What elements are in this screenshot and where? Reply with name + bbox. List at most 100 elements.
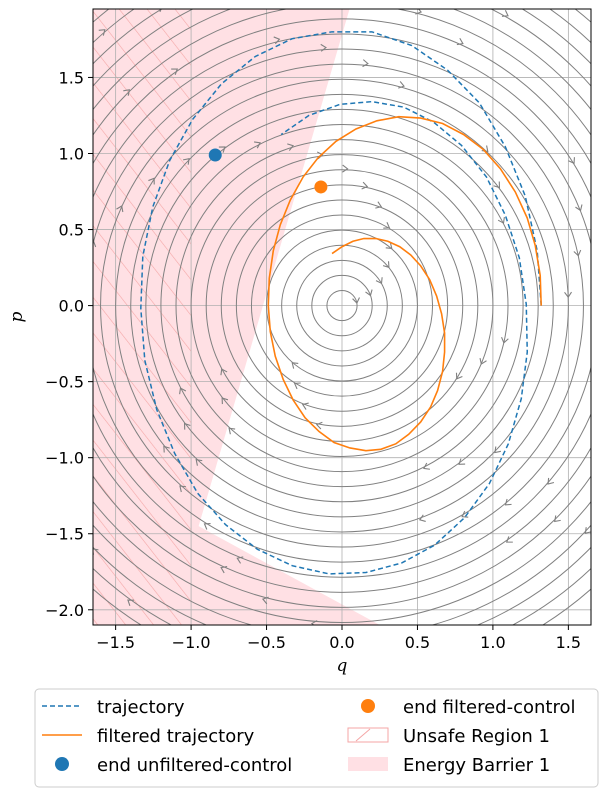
streamline-arrow <box>123 89 130 96</box>
vector-field-streamlines <box>0 9 606 668</box>
streamline-arrow <box>163 445 170 453</box>
streamline-arrow <box>547 477 555 485</box>
streamline-arrow <box>68 494 74 500</box>
streamline-arrow <box>183 422 191 430</box>
streamline-arrow <box>365 289 373 297</box>
streamline-arrow <box>375 650 380 657</box>
streamline <box>296 259 388 352</box>
plot-area <box>0 8 606 668</box>
y-axis-label: p <box>7 311 27 322</box>
streamline <box>205 169 479 442</box>
streamline-arrow <box>127 599 135 606</box>
streamline-arrow <box>116 205 124 213</box>
streamline-arrow <box>220 566 228 574</box>
streamline-arrow <box>497 216 505 224</box>
streamline-arrow <box>375 201 383 209</box>
streamline-arrow <box>316 151 324 160</box>
y-tick-label: 1.0 <box>59 144 84 163</box>
streamline-arrow <box>236 556 244 564</box>
streamline-arrow <box>494 446 501 454</box>
legend-unsafe-region-label: Unsafe Region 1 <box>403 726 550 747</box>
streamline <box>160 124 524 488</box>
streamline-arrow <box>317 636 322 643</box>
streamline-arrow <box>573 249 582 257</box>
legend-end-filtered-swatch <box>361 699 375 713</box>
x-axis-ticks: −1.5 −1.0 −0.5 0.0 0.5 1.0 1.5 <box>96 625 581 652</box>
x-tick-label: 0.0 <box>329 633 354 652</box>
streamline-arrow <box>179 485 187 493</box>
x-tick-label: −1.0 <box>172 633 211 652</box>
streamline-arrow <box>462 661 468 668</box>
streamline-arrow <box>564 291 572 299</box>
streamline-arrow <box>504 498 512 506</box>
streamline-arrow <box>273 36 281 45</box>
streamline-arrow <box>53 438 59 444</box>
streamline <box>100 63 584 548</box>
streamline-arrow <box>78 120 84 126</box>
legend-energy-barrier-swatch <box>348 757 388 771</box>
streamline-arrow <box>423 462 431 470</box>
streamline-arrow <box>183 157 190 165</box>
streamline-arrow <box>568 157 575 165</box>
streamline <box>115 78 569 533</box>
y-tick-label: −2.0 <box>45 601 84 620</box>
streamline-arrow <box>179 387 187 395</box>
streamline <box>93 18 591 593</box>
streamline <box>266 229 418 382</box>
streamline-arrow <box>0 261 1 266</box>
streamline <box>281 244 403 367</box>
streamline <box>93 9 591 623</box>
legend-end-unfiltered-swatch <box>55 757 69 771</box>
streamline-arrow <box>501 336 509 344</box>
streamline-arrow <box>220 368 228 376</box>
legend-end-filtered-label: end filtered-control <box>403 697 576 718</box>
streamline-arrow <box>98 29 106 36</box>
streamline-arrow <box>479 357 487 365</box>
y-tick-label: 0.5 <box>59 221 84 240</box>
streamline-arrow <box>361 181 369 190</box>
legend-end-unfiltered-label: end unfiltered-control <box>97 755 292 776</box>
streamline-arrow <box>461 510 469 518</box>
streamline <box>130 93 554 518</box>
y-tick-label: −1.5 <box>45 525 84 544</box>
streamline-arrow <box>418 514 426 522</box>
end-unfiltered-control-marker <box>208 148 222 162</box>
streamline-arrow <box>383 222 391 229</box>
streamline-arrow <box>575 204 583 212</box>
x-tick-label: 1.0 <box>480 633 505 652</box>
streamline-arrow <box>261 596 269 605</box>
streamline-arrow <box>600 485 606 491</box>
streamline-arrow <box>53 331 60 336</box>
streamline-arrow <box>437 653 443 660</box>
streamline-arrow <box>93 240 97 248</box>
streamline-arrow <box>195 459 203 466</box>
streamline-arrow <box>218 146 226 153</box>
legend-energy-barrier-label: Energy Barrier 1 <box>403 755 550 776</box>
streamline-arrow <box>382 261 390 269</box>
streamline-arrow <box>221 397 229 405</box>
filtered-trajectory-line <box>267 115 542 452</box>
y-tick-label: 1.5 <box>59 68 84 87</box>
streamline-arrow <box>501 10 509 17</box>
streamline-arrow <box>415 9 423 15</box>
legend-trajectory-label: trajectory <box>97 697 185 718</box>
legend-unsafe-region-swatch <box>347 727 389 743</box>
streamline <box>93 9 591 608</box>
streamline-arrow <box>398 81 405 89</box>
streamline-arrow <box>287 143 294 151</box>
streamline-arrow <box>228 427 236 435</box>
streamline-arrow <box>315 421 323 430</box>
streamline <box>326 290 358 322</box>
streamline-arrow <box>385 242 393 250</box>
streamline <box>190 154 494 458</box>
x-tick-label: −1.5 <box>96 633 135 652</box>
x-axis-label: q <box>337 656 348 676</box>
y-tick-label: 0.0 <box>59 297 84 316</box>
streamline-arrow <box>493 181 501 189</box>
legend-unsafe-hatch-line <box>355 728 371 742</box>
streamline-arrow <box>293 382 301 390</box>
y-tick-label: −0.5 <box>45 373 84 392</box>
streamline-arrow <box>253 141 261 149</box>
streamline-arrow <box>301 402 309 410</box>
streamline-arrow <box>458 458 466 465</box>
